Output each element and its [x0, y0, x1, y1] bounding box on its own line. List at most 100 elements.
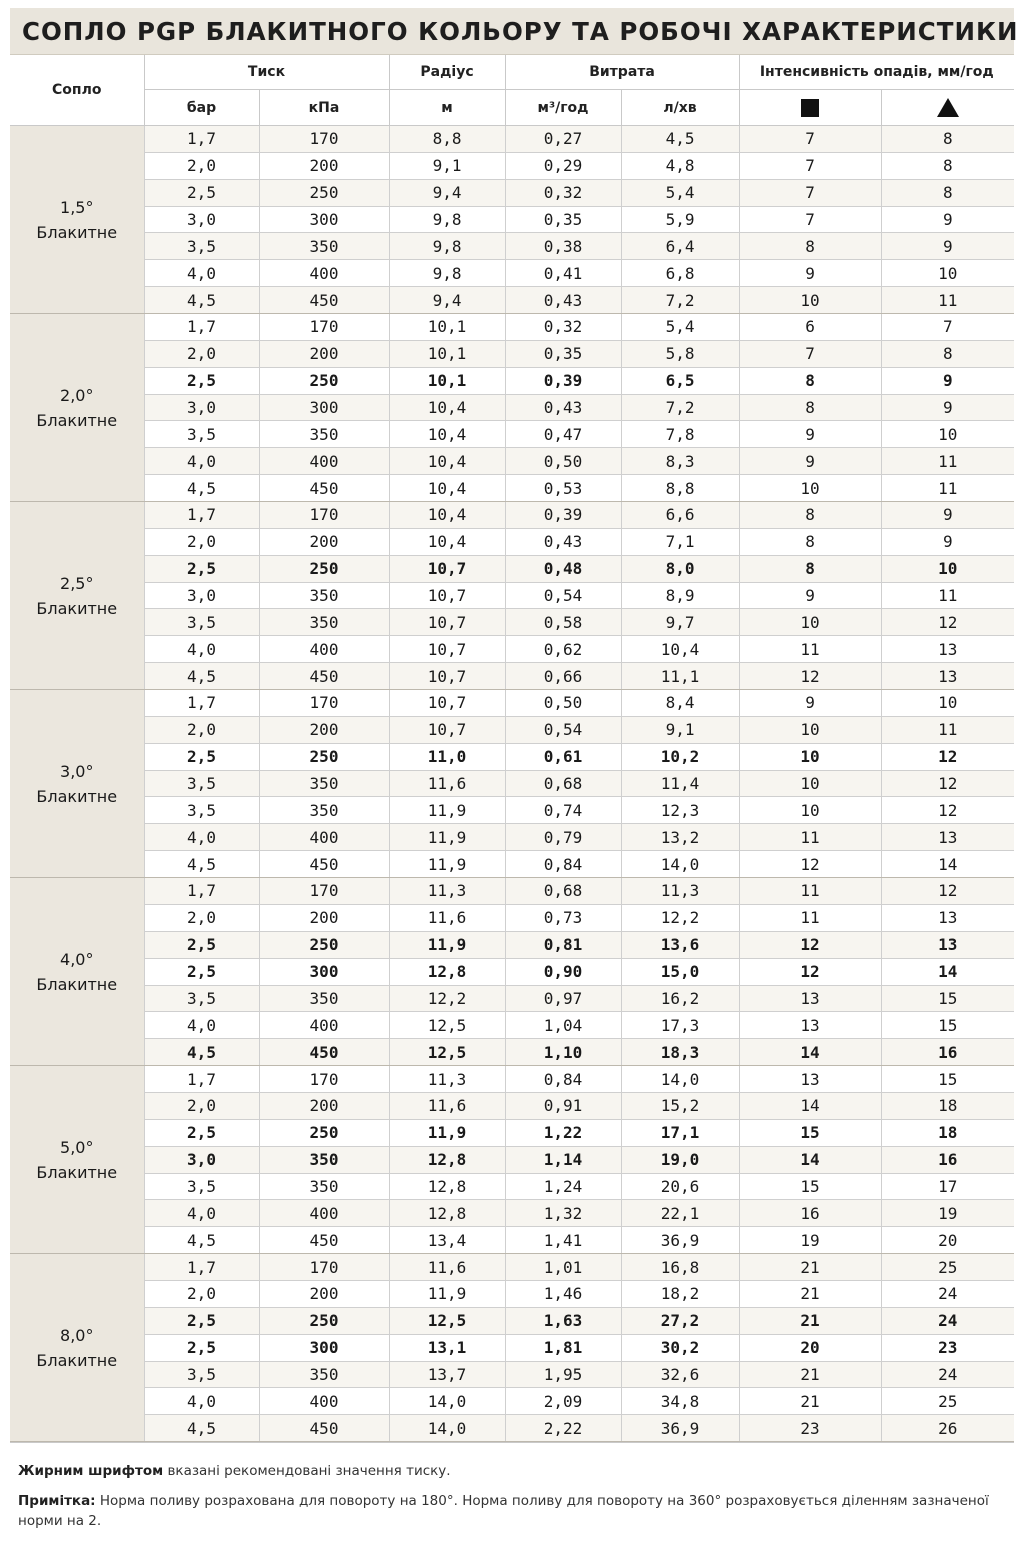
cell-precip-square: 15	[739, 1119, 882, 1147]
cell-flow-lmin: 34,8	[621, 1387, 740, 1416]
cell-precip-triangle: 9	[881, 367, 1015, 395]
cell-kpa: 450	[259, 662, 390, 691]
cell-kpa: 350	[259, 985, 390, 1013]
cell-flow-m3h: 0,58	[505, 608, 622, 637]
header-m3h: м³/год	[505, 89, 622, 126]
table-row: 4,0 400 10,4 0,50 8,3 9 11	[10, 447, 1015, 476]
cell-bar: 3,5	[144, 608, 260, 637]
cell-precip-triangle: 15	[881, 985, 1015, 1013]
table-row: 2,5 250 11,9 1,22 17,1 15 18	[10, 1119, 1015, 1147]
cell-precip-square: 9	[739, 259, 882, 288]
cell-flow-m3h: 0,50	[505, 447, 622, 476]
header-flow: Витрата	[505, 55, 740, 90]
cell-flow-m3h: 0,84	[505, 850, 622, 879]
cell-flow-lmin: 7,1	[621, 528, 740, 556]
cell-kpa: 400	[259, 447, 390, 476]
table-row: 4,5 450 10,4 0,53 8,8 10 11	[10, 474, 1015, 503]
nozzle-group-cell: 2,5° Блакитне	[10, 501, 145, 691]
cell-precip-square: 12	[739, 850, 882, 879]
cell-radius: 10,7	[389, 662, 506, 691]
cell-bar: 3,0	[144, 394, 260, 422]
cell-kpa: 400	[259, 259, 390, 288]
cell-flow-m3h: 0,35	[505, 340, 622, 368]
cell-radius: 12,8	[389, 1199, 506, 1228]
cell-bar: 3,0	[144, 582, 260, 610]
cell-kpa: 300	[259, 1334, 390, 1362]
cell-precip-triangle: 24	[881, 1280, 1015, 1308]
cell-precip-triangle: 13	[881, 662, 1015, 691]
cell-kpa: 350	[259, 232, 390, 261]
cell-bar: 2,0	[144, 904, 260, 932]
cell-bar: 4,0	[144, 823, 260, 852]
cell-kpa: 170	[259, 1253, 390, 1281]
cell-radius: 11,6	[389, 1253, 506, 1281]
cell-precip-triangle: 17	[881, 1173, 1015, 1201]
cell-flow-m3h: 1,01	[505, 1253, 622, 1281]
cell-precip-square: 9	[739, 420, 882, 449]
cell-precip-square: 10	[739, 474, 882, 503]
nozzle-color: Блакитне	[36, 598, 118, 618]
cell-kpa: 450	[259, 1038, 390, 1067]
cell-flow-m3h: 0,39	[505, 367, 622, 395]
table-row: 4,5 450 9,4 0,43 7,2 10 11	[10, 286, 1015, 315]
cell-flow-m3h: 0,43	[505, 286, 622, 315]
cell-precip-triangle: 11	[881, 286, 1015, 315]
triangle-icon	[936, 98, 959, 117]
cell-precip-square: 10	[739, 743, 882, 771]
cell-precip-triangle: 13	[881, 823, 1015, 852]
table-row: 4,0 400 10,7 0,62 10,4 11 13	[10, 635, 1015, 664]
nozzle-color: Блакитне	[36, 786, 118, 806]
cell-kpa: 450	[259, 1226, 390, 1255]
cell-kpa: 170	[259, 501, 390, 529]
cell-flow-m3h: 1,14	[505, 1146, 622, 1174]
cell-flow-lmin: 5,4	[621, 313, 740, 341]
cell-precip-square: 7	[739, 179, 882, 207]
cell-precip-square: 23	[739, 1414, 882, 1443]
cell-radius: 12,2	[389, 985, 506, 1013]
cell-precip-square: 10	[739, 796, 882, 825]
cell-precip-square: 7	[739, 125, 882, 153]
cell-kpa: 300	[259, 206, 390, 234]
table-row: 4,5 450 14,0 2,22 36,9 23 26	[10, 1414, 1015, 1443]
cell-precip-triangle: 26	[881, 1414, 1015, 1443]
header-lmin: л/хв	[621, 89, 740, 126]
cell-precip-square: 13	[739, 1065, 882, 1093]
nozzle-color: Блакитне	[36, 1350, 118, 1370]
table-row: 2,0 200 11,9 1,46 18,2 21 24	[10, 1280, 1015, 1308]
cell-radius: 12,5	[389, 1307, 506, 1335]
table-row: 2,5 250 12,5 1,63 27,2 21 24	[10, 1307, 1015, 1335]
cell-precip-triangle: 13	[881, 931, 1015, 959]
table-row: 2,0 200 9,1 0,29 4,8 7 8	[10, 152, 1015, 180]
cell-precip-triangle: 9	[881, 394, 1015, 422]
cell-flow-m3h: 0,84	[505, 1065, 622, 1093]
cell-flow-m3h: 1,22	[505, 1119, 622, 1147]
cell-flow-lmin: 4,8	[621, 152, 740, 180]
cell-precip-square: 6	[739, 313, 882, 341]
table-row: 3,0 350 12,8 1,14 19,0 14 16	[10, 1146, 1015, 1174]
table-row: 2,5 300 12,8 0,90 15,0 12 14	[10, 958, 1015, 986]
title-bar: СОПЛО PGP БЛАКИТНОГО КОЛЬОРУ ТА РОБОЧІ Х…	[10, 8, 1018, 55]
cell-precip-square: 10	[739, 770, 882, 798]
cell-flow-lmin: 32,6	[621, 1361, 740, 1389]
cell-kpa: 450	[259, 286, 390, 315]
table-row: 5,0° Блакитне 1,7 170 11,3 0,84 14,0 13 15	[10, 1065, 1015, 1255]
table-row: 4,0 400 14,0 2,09 34,8 21 25	[10, 1387, 1015, 1416]
cell-flow-lmin: 36,9	[621, 1414, 740, 1443]
cell-flow-m3h: 0,53	[505, 474, 622, 503]
cell-kpa: 400	[259, 635, 390, 664]
cell-radius: 10,1	[389, 313, 506, 341]
table-row: 4,5 450 12,5 1,10 18,3 14 16	[10, 1038, 1015, 1067]
cell-kpa: 170	[259, 125, 390, 153]
cell-precip-triangle: 8	[881, 340, 1015, 368]
cell-bar: 3,5	[144, 232, 260, 261]
table-row: 2,0 200 11,6 0,91 15,2 14 18	[10, 1092, 1015, 1120]
cell-radius: 11,9	[389, 796, 506, 825]
cell-kpa: 350	[259, 420, 390, 449]
cell-flow-lmin: 14,0	[621, 1065, 740, 1093]
cell-flow-m3h: 0,68	[505, 877, 622, 905]
cell-flow-lmin: 15,2	[621, 1092, 740, 1120]
cell-bar: 2,0	[144, 340, 260, 368]
cell-precip-square: 21	[739, 1307, 882, 1335]
cell-kpa: 350	[259, 796, 390, 825]
cell-kpa: 200	[259, 1280, 390, 1308]
